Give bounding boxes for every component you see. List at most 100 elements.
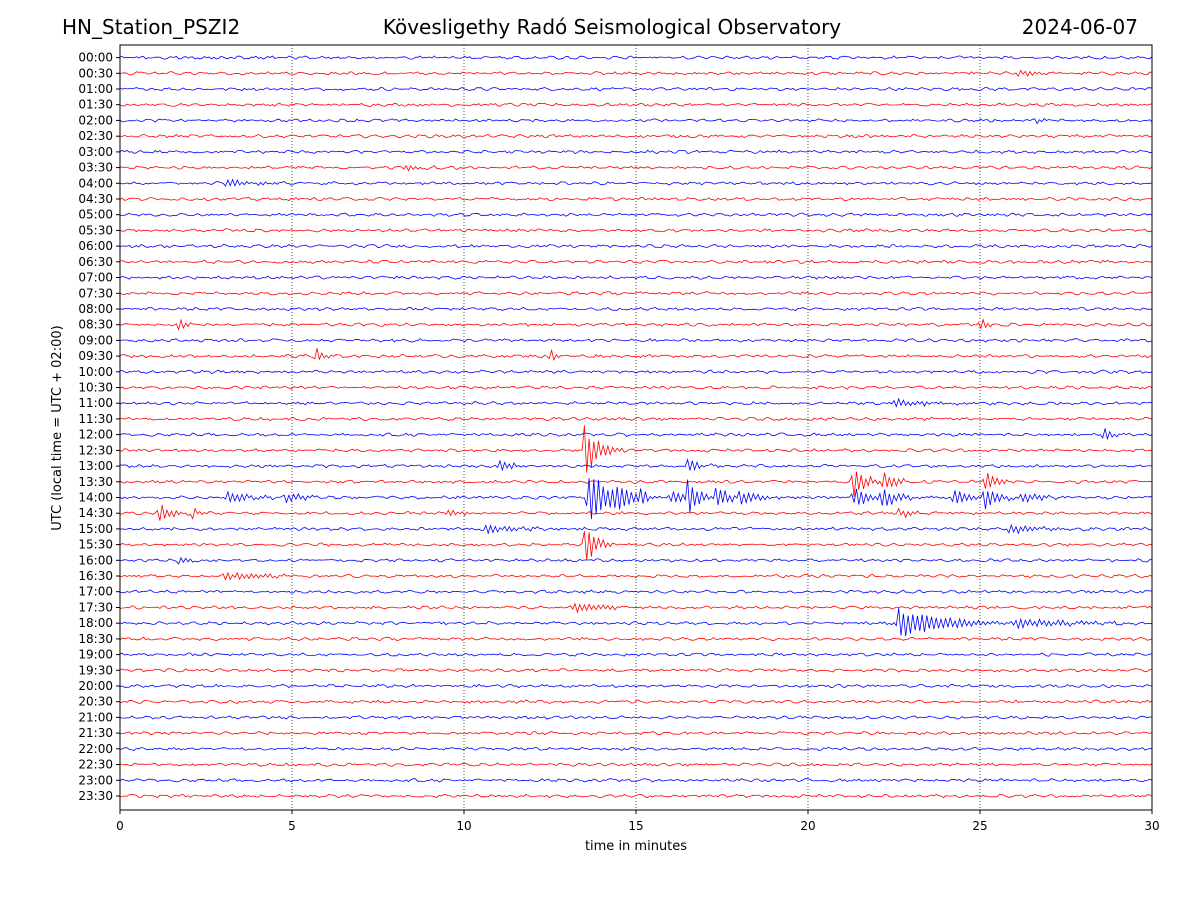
y-tick-label: 15:00 [78,522,113,536]
y-tick-label: 16:00 [78,553,113,567]
y-tick-label: 17:30 [78,601,113,615]
trace-0030 [119,69,1153,78]
y-tick-label: 02:00 [78,113,113,127]
x-tick-label: 5 [288,819,296,833]
trace-1930 [119,668,1153,673]
trace-1700 [119,589,1153,594]
trace-0700 [119,275,1153,280]
trace-1500 [119,523,1153,535]
trace-0630 [119,259,1153,264]
y-tick-label: 01:30 [78,98,113,112]
seismic-traces [119,55,1153,799]
trace-1300 [119,458,1153,472]
trace-1000 [119,369,1153,375]
y-tick-label: 11:30 [78,412,113,426]
y-tick-label: 21:30 [78,726,113,740]
trace-0200 [119,118,1153,125]
x-tick-label: 10 [456,819,471,833]
y-tick-label: 16:30 [78,569,113,583]
y-tick-label: 00:00 [78,51,113,65]
y-tick-label: 14:00 [78,491,113,505]
y-tick-label: 13:00 [78,459,113,473]
trace-1530 [119,531,1153,561]
y-tick-label: 19:30 [78,663,113,677]
y-tick-label: 09:00 [78,333,113,347]
trace-2000 [119,683,1153,689]
trace-1430 [119,504,1153,521]
x-tick-label: 0 [116,819,124,833]
x-tick-labels: 0 5 10 15 20 25 30 [116,810,1160,833]
y-tick-label: 10:00 [78,365,113,379]
x-tick-label: 15 [628,819,643,833]
station-name: HN_Station_PSZI2 [62,15,241,39]
y-tick-label: 18:30 [78,632,113,646]
trace-2330 [119,793,1153,799]
y-tick-label: 17:00 [78,585,113,599]
trace-0130 [119,102,1153,107]
trace-0800 [119,306,1153,312]
trace-2200 [119,746,1153,751]
trace-1330 [119,471,1153,497]
y-tick-label: 22:30 [78,758,113,772]
trace-0300 [119,149,1153,155]
y-tick-label: 04:00 [78,176,113,190]
y-tick-label: 07:30 [78,286,113,300]
y-tick-label: 10:30 [78,381,113,395]
x-tick-label: 30 [1144,819,1159,833]
trace-0330 [119,164,1153,172]
trace-2030 [119,699,1153,704]
trace-1830 [119,636,1153,642]
trace-1230 [119,425,1153,473]
y-tick-label: 09:30 [78,349,113,363]
trace-2300 [119,778,1153,783]
y-tick-label: 02:30 [78,129,113,143]
y-tick-label: 20:30 [78,695,113,709]
y-tick-label: 05:30 [78,223,113,237]
y-tick-label: 22:00 [78,742,113,756]
y-tick-label: 23:00 [78,773,113,787]
trace-0100 [119,86,1153,92]
y-tick-label: 08:30 [78,318,113,332]
trace-1100 [119,397,1153,408]
trace-0930 [119,348,1153,362]
y-tick-label: 15:30 [78,538,113,552]
trace-1800 [119,608,1153,637]
y-tick-label: 06:30 [78,255,113,269]
trace-1600 [119,556,1153,565]
trace-1200 [119,428,1153,441]
y-tick-label: 06:00 [78,239,113,253]
trace-1130 [119,416,1153,422]
y-tick-label: 05:00 [78,208,113,222]
y-tick-label: 19:00 [78,648,113,662]
trace-0730 [119,291,1153,296]
y-tick-label: 14:30 [78,506,113,520]
y-tick-label: 21:00 [78,710,113,724]
trace-0830 [119,318,1153,331]
x-tick-label: 25 [972,819,987,833]
trace-0430 [119,196,1153,202]
y-tick-label: 12:30 [78,443,113,457]
trace-0000 [119,55,1153,60]
y-tick-label: 03:30 [78,161,113,175]
chart-title: Kövesligethy Radó Seismological Observat… [382,15,842,39]
trace-1900 [119,652,1153,657]
y-tick-label: 00:30 [78,66,113,80]
trace-1400 [119,478,1153,520]
y-tick-label: 07:00 [78,271,113,285]
y-tick-label: 03:00 [78,145,113,159]
trace-0230 [119,133,1153,139]
y-tick-label: 08:00 [78,302,113,316]
y-tick-label: 20:00 [78,679,113,693]
x-axis-label: time in minutes [585,839,687,854]
trace-2100 [119,715,1152,720]
trace-0500 [120,212,1153,217]
y-tick-label: 12:00 [78,428,113,442]
trace-0600 [119,243,1153,249]
y-axis-label: UTC (local time = UTC + 02:00) [50,325,65,530]
y-tick-label: 18:00 [78,616,113,630]
trace-0530 [119,228,1153,233]
grid-lines [291,45,981,810]
trace-0400 [119,178,1153,187]
